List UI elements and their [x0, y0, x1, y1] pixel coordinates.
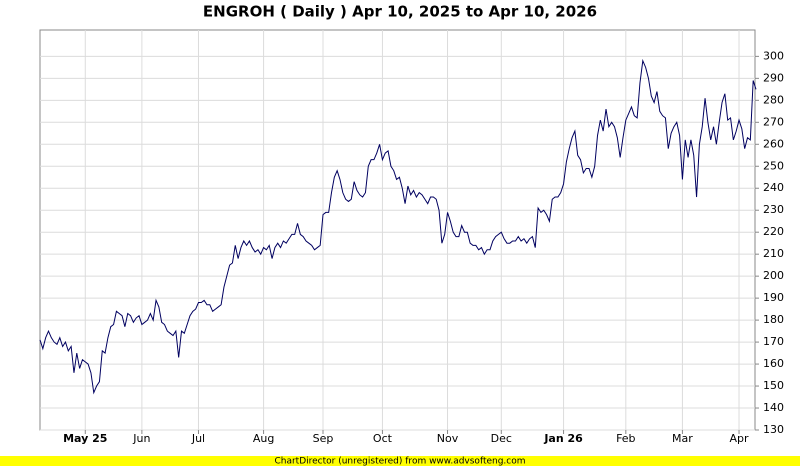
y-tick-label: 210: [763, 247, 784, 260]
y-tick-label: 180: [763, 313, 784, 326]
y-tick-label: 160: [763, 357, 784, 370]
footer-bar: [0, 456, 800, 466]
x-tick-label: Nov: [437, 432, 459, 445]
y-tick-label: 130: [763, 423, 784, 436]
y-tick-label: 280: [763, 93, 784, 106]
plot-area: [39, 29, 756, 431]
y-tick-label: 190: [763, 291, 784, 304]
y-tick-label: 150: [763, 379, 784, 392]
y-tick-label: 290: [763, 71, 784, 84]
x-tick-label: May 25: [63, 432, 107, 445]
x-tick-label: Sep: [313, 432, 334, 445]
footer: ChartDirector (unregistered) from www.ad…: [274, 457, 525, 466]
y-tick-label: 140: [763, 401, 784, 414]
x-tick-label: Feb: [616, 432, 635, 445]
y-tick-label: 220: [763, 225, 784, 238]
y-tick-label: 260: [763, 137, 784, 150]
chart-title: ENGROH ( Daily ) Apr 10, 2025 to Apr 10,…: [203, 3, 597, 21]
y-tick-label: 240: [763, 181, 784, 194]
x-tick-label: Aug: [253, 432, 274, 445]
y-tick-label: 170: [763, 335, 784, 348]
x-tick-label: Oct: [373, 432, 393, 445]
x-tick-label: Jan 26: [543, 432, 583, 445]
price-line: [39, 58, 757, 395]
y-tick-label: 230: [763, 203, 784, 216]
y-tick-label: 200: [763, 269, 784, 282]
x-tick-label: Jul: [191, 432, 205, 445]
x-tick-label: Apr: [730, 432, 750, 445]
x-tick-label: Jun: [132, 432, 150, 445]
y-tick-label: 270: [763, 115, 784, 128]
y-tick-label: 300: [763, 49, 784, 62]
y-tick-label: 250: [763, 159, 784, 172]
x-tick-label: Dec: [491, 432, 512, 445]
x-tick-label: Mar: [672, 432, 693, 445]
